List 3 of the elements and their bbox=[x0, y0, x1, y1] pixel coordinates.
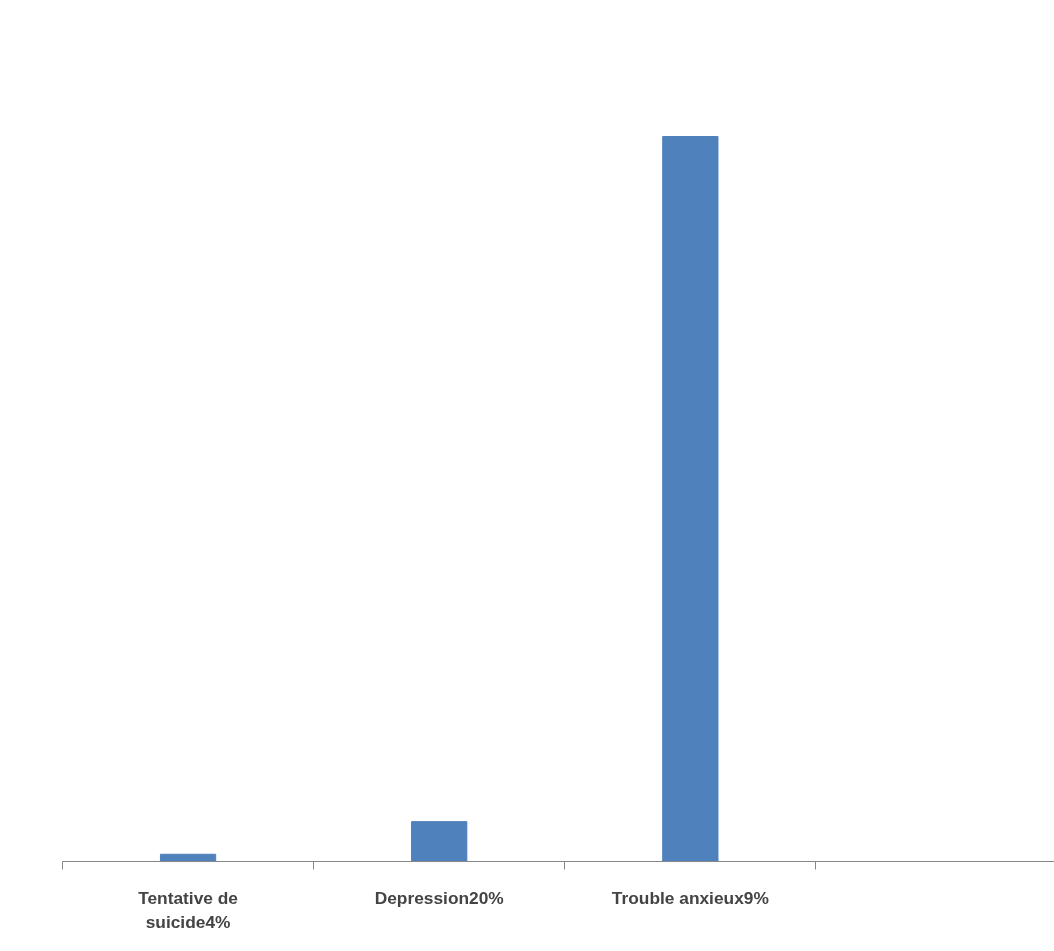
x-tick-label: Depression20% bbox=[374, 887, 504, 908]
x-tick-label: Tentative de suicide4% bbox=[138, 887, 239, 932]
x-tick-label: Trouble anxieux9% bbox=[611, 887, 769, 908]
